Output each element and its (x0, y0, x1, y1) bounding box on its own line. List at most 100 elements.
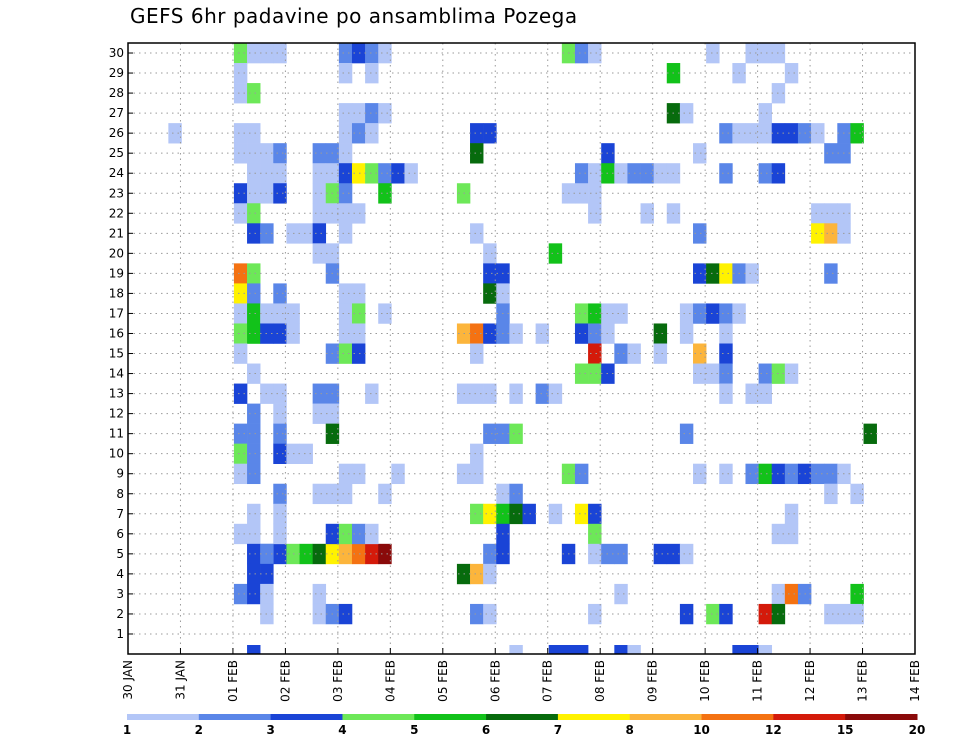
heatmap-cell (784, 503, 799, 525)
x-tick-label: 13 FEB (856, 660, 870, 702)
y-tick-label: 1 (116, 627, 124, 641)
heatmap-cell (351, 343, 366, 364)
heatmap-cell (233, 43, 248, 64)
heatmap-cell (273, 143, 287, 164)
heatmap-cell (719, 123, 733, 144)
heatmap-cell (614, 343, 628, 364)
heatmap-cell (233, 203, 248, 224)
heatmap-cell (233, 63, 248, 84)
heatmap-cell (273, 323, 287, 344)
colorbar-swatch (773, 714, 846, 720)
heatmap-cell (351, 283, 366, 304)
x-tick-label: 07 FEB (541, 660, 555, 702)
heatmap-cell (338, 463, 353, 485)
heatmap-cell (247, 283, 261, 304)
y-tick-label: 17 (109, 306, 124, 320)
colorbar-swatch (342, 714, 415, 720)
y-tick-label: 9 (116, 467, 124, 481)
heatmap-cell (351, 323, 366, 344)
heatmap-cell (824, 463, 838, 485)
heatmap-cell (574, 503, 589, 525)
y-tick-label: 7 (116, 507, 124, 521)
heatmap-cell (299, 443, 313, 464)
heatmap-cell (824, 603, 838, 625)
heatmap-cell (378, 103, 392, 124)
y-tick-label: 8 (116, 487, 124, 501)
colorbar-label: 15 (837, 723, 854, 737)
heatmap-cell (378, 483, 392, 505)
heatmap-cell (719, 323, 733, 344)
heatmap-cell (640, 203, 654, 224)
heatmap-cell (509, 383, 523, 404)
heatmap-cell (233, 383, 248, 404)
colorbar-label: 10 (693, 723, 710, 737)
y-tick-label: 6 (116, 527, 124, 541)
heatmap-cell (719, 603, 733, 625)
colorbar-swatch (127, 714, 200, 720)
heatmap-cell (273, 43, 287, 64)
heatmap-cell (312, 543, 327, 565)
heatmap-cell (706, 363, 720, 384)
heatmap-cell (470, 323, 484, 344)
heatmap-cell (273, 403, 287, 424)
heatmap-cell (338, 523, 353, 545)
heatmap-cell (273, 423, 287, 444)
heatmap-cell (247, 563, 261, 585)
heatmap-cell (483, 503, 497, 525)
heatmap-cell (483, 383, 497, 404)
heatmap-cell (758, 103, 773, 124)
x-tick-label: 08 FEB (593, 660, 607, 702)
y-tick-label: 29 (109, 66, 124, 80)
heatmap-cell (273, 383, 287, 404)
heatmap-cell (247, 503, 261, 525)
heatmap-cell (824, 203, 838, 224)
heatmap-cell (614, 543, 628, 565)
heatmap-cell (233, 443, 248, 464)
heatmap-cell (233, 263, 248, 284)
heatmap-cell (679, 323, 694, 344)
colorbar-label: 20 (909, 723, 926, 737)
heatmap-cell (247, 423, 261, 444)
heatmap-cell (614, 303, 628, 324)
y-tick-label: 30 (109, 46, 124, 60)
heatmap-cell (758, 163, 773, 184)
heatmap-cell (653, 343, 668, 364)
y-tick-label: 5 (116, 547, 124, 561)
heatmap-cell (273, 443, 287, 464)
heatmap-cell (365, 63, 379, 84)
heatmap-cell (588, 303, 602, 324)
heatmap-cell (338, 103, 353, 124)
x-tick-label: 11 FEB (751, 660, 765, 702)
heatmap-cell (351, 123, 366, 144)
heatmap-cell (299, 543, 313, 565)
heatmap-cell (850, 583, 864, 605)
heatmap-cell (378, 183, 392, 204)
y-tick-label: 19 (109, 266, 124, 280)
heatmap-cell (574, 163, 589, 184)
heatmap-cell (378, 43, 392, 64)
heatmap-cell (483, 123, 497, 144)
heatmap-cell (588, 363, 602, 384)
heatmap-cell (233, 183, 248, 204)
heatmap-cell (824, 483, 838, 505)
heatmap-cell (850, 483, 864, 505)
heatmap-cell (247, 43, 261, 64)
y-tick-label: 16 (109, 326, 124, 340)
heatmap-cell (548, 503, 563, 525)
heatmap-cell (247, 523, 261, 545)
heatmap-cell (338, 143, 353, 164)
heatmap-cell (745, 383, 759, 404)
heatmap-cell (758, 123, 773, 144)
heatmap-cell (824, 143, 838, 164)
heatmap-cell (614, 645, 628, 654)
heatmap-cells (168, 43, 877, 654)
heatmap-cell (509, 323, 523, 344)
heatmap-cell (338, 183, 353, 204)
heatmap-cell (758, 463, 773, 485)
y-tick-label: 11 (109, 427, 124, 441)
heatmap-cell (470, 343, 484, 364)
heatmap-cell (719, 263, 733, 284)
heatmap-cell (483, 423, 497, 444)
heatmap-cell (365, 123, 379, 144)
